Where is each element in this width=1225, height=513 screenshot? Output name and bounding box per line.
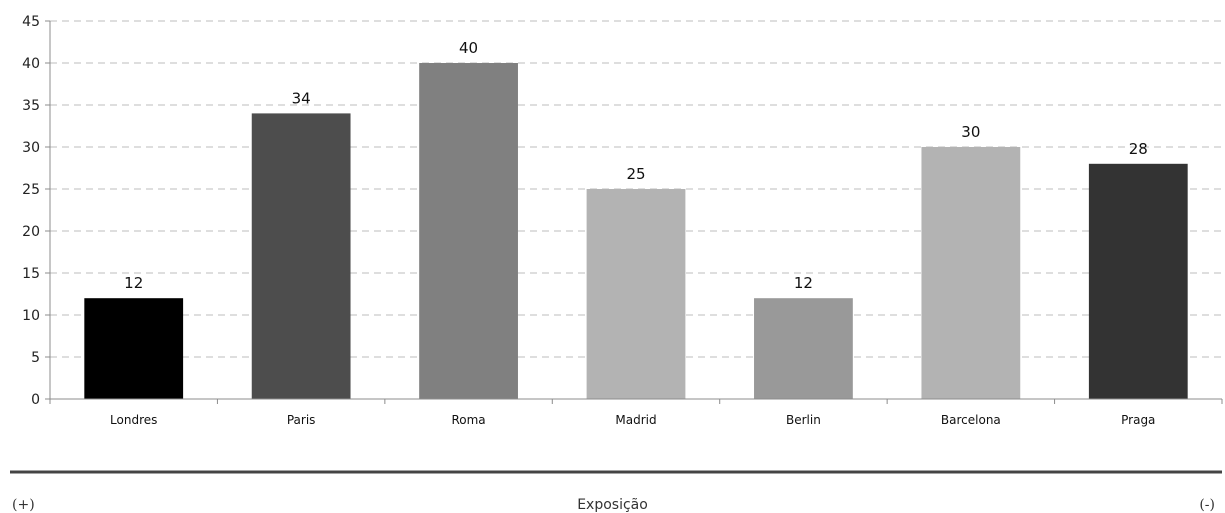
y-tick-label: 5: [31, 350, 40, 366]
footer-axis-title: Exposição: [577, 497, 648, 513]
data-label: 34: [292, 89, 311, 107]
footer-left-label: (+): [12, 497, 35, 513]
y-tick-label: 30: [22, 140, 40, 156]
footer-right-label: (-): [1199, 497, 1215, 513]
data-label: 12: [794, 274, 813, 292]
y-tick-label: 40: [22, 56, 40, 72]
data-label: 25: [626, 165, 645, 183]
y-tick-label: 25: [22, 182, 40, 198]
data-label: 30: [961, 123, 980, 141]
bar: [921, 147, 1021, 399]
data-label: 40: [459, 39, 478, 57]
bar: [84, 298, 184, 399]
bar: [586, 189, 686, 399]
x-tick-label: Londres: [110, 413, 157, 427]
bar: [1088, 163, 1188, 399]
x-tick-label: Praga: [1121, 413, 1155, 427]
y-tick-label: 0: [31, 392, 40, 408]
y-tick-label: 20: [22, 224, 40, 240]
x-axis-ticks: Londres Paris Roma Madrid Berlin Barcelona Pra…: [49, 399, 1223, 427]
y-axis-ticks: 0 5 10 15 20 25 30 35 40 45: [22, 14, 50, 408]
data-label: 28: [1129, 140, 1148, 158]
x-tick-label: Madrid: [615, 413, 656, 427]
y-tick-label: 15: [22, 266, 40, 282]
bar: [251, 113, 351, 400]
x-tick-label: Roma: [451, 413, 485, 427]
gridlines: [50, 20, 1222, 358]
bars: [84, 63, 1188, 400]
y-tick-label: 10: [22, 308, 40, 324]
x-tick-label: Berlin: [786, 413, 821, 427]
x-tick-label: Barcelona: [941, 413, 1001, 427]
bar: [754, 298, 853, 399]
y-tick-label: 35: [22, 98, 40, 114]
y-tick-label: 45: [22, 14, 40, 30]
data-label: 12: [124, 274, 143, 292]
bar: [419, 63, 518, 399]
data-labels: 12 34 40 25 12 30 28: [124, 39, 1148, 292]
x-tick-label: Paris: [287, 413, 316, 427]
